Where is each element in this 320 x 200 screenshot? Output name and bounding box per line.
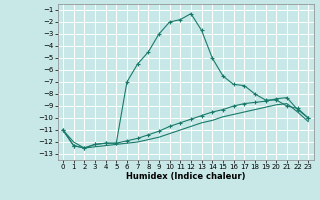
- X-axis label: Humidex (Indice chaleur): Humidex (Indice chaleur): [126, 172, 245, 181]
